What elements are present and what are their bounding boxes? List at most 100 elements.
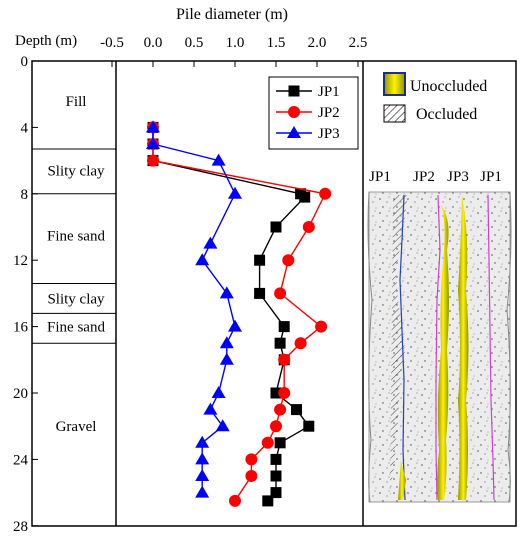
data-point-jp1 xyxy=(270,487,282,499)
jp1-occluded-zone xyxy=(390,195,408,500)
soil-left-edge xyxy=(367,191,373,503)
data-point-jp2 xyxy=(294,337,307,350)
data-point-jp2 xyxy=(282,254,295,267)
data-point-jp2 xyxy=(302,221,315,233)
data-point-jp1 xyxy=(278,321,290,333)
y-axis-label: Depth (m) xyxy=(15,33,77,49)
data-point-jp3 xyxy=(195,253,210,266)
data-point-jp3 xyxy=(146,137,160,149)
pile-label-jp1-left: JP1 xyxy=(369,169,391,185)
stratum-label: Slity clay xyxy=(47,291,105,307)
soil-right-edge xyxy=(506,191,512,503)
data-point-jp1 xyxy=(274,337,286,349)
data-point-jp3 xyxy=(211,386,226,398)
data-point-jp3 xyxy=(203,236,218,249)
series-jp2 xyxy=(147,121,332,507)
data-point-jp2 xyxy=(274,403,287,416)
x-tick-label: 2.0 xyxy=(308,35,327,51)
data-point-jp3 xyxy=(215,419,230,432)
y-tick-label: 12 xyxy=(13,253,28,269)
data-point-jp3 xyxy=(228,186,242,199)
data-point-jp1 xyxy=(262,495,274,507)
x-tick-label: 1.0 xyxy=(226,35,245,51)
data-point-jp2 xyxy=(315,320,328,333)
series-line-jp3 xyxy=(152,127,236,493)
legend-marker-jp2 xyxy=(288,106,300,118)
data-point-jp3 xyxy=(211,153,226,166)
occluded-label: Occluded xyxy=(416,106,477,123)
data-point-jp3 xyxy=(219,352,234,365)
jp2-boundary xyxy=(435,194,441,501)
data-point-jp3 xyxy=(203,402,218,415)
pile-illustration-panel: Unoccluded Occluded JP1 JP2 JP3 JP1 xyxy=(367,72,512,503)
data-point-jp1 xyxy=(291,404,302,416)
data-point-jp1 xyxy=(270,387,282,399)
unoccluded-swatch xyxy=(383,72,406,96)
data-point-jp1 xyxy=(254,254,266,266)
y-tick-label: 0 xyxy=(21,54,29,70)
data-point-jp1 xyxy=(303,420,315,432)
x-tick-label: 0.0 xyxy=(144,35,163,51)
data-point-jp3 xyxy=(195,485,210,498)
legend-label-jp3: JP3 xyxy=(318,126,340,142)
data-point-jp1 xyxy=(270,453,282,465)
stratum-label: Fine sand xyxy=(47,228,105,244)
data-point-jp2 xyxy=(245,453,258,466)
data-point-jp2 xyxy=(229,494,241,507)
jp1-right-boundary xyxy=(487,194,495,501)
chart-title: Pile diameter (m) xyxy=(176,6,288,23)
y-tick-label: 16 xyxy=(13,320,29,336)
legend-label-jp1: JP1 xyxy=(318,84,340,100)
data-point-jp2 xyxy=(270,420,282,433)
strata-column: Fill Slity clay Fine sand Slity clay Fine sa… xyxy=(32,94,116,435)
data-point-jp2 xyxy=(245,470,258,482)
unoccluded-label: Unoccluded xyxy=(410,78,487,95)
soil-section xyxy=(367,191,512,503)
pile-label-jp1-right: JP1 xyxy=(480,169,502,185)
jp1-unoccluded-tip xyxy=(398,460,406,500)
y-tick-label: 20 xyxy=(13,386,28,402)
data-point-jp3 xyxy=(195,452,210,465)
data-point-jp2 xyxy=(147,154,159,167)
data-point-jp1 xyxy=(254,287,266,299)
data-point-jp2 xyxy=(278,387,291,399)
x-tick-label: 2.5 xyxy=(349,35,368,51)
data-point-jp3 xyxy=(195,469,210,481)
data-point-jp2 xyxy=(278,353,291,366)
occluded-swatch xyxy=(383,104,406,123)
y-tick-label: 4 xyxy=(21,120,29,136)
data-point-jp2 xyxy=(274,287,287,300)
data-point-jp3 xyxy=(195,435,210,448)
jp2-unoccluded-column xyxy=(437,205,449,500)
stratum-label: Fine sand xyxy=(47,320,105,336)
data-series xyxy=(146,120,332,507)
series-legend: JP1 JP2 JP3 xyxy=(268,76,359,150)
data-point-jp2 xyxy=(261,436,274,449)
x-tick-label: -0.5 xyxy=(100,35,124,51)
data-point-jp3 xyxy=(228,319,242,332)
x-tick-label: 1.5 xyxy=(267,35,286,51)
data-point-jp3 xyxy=(219,336,234,349)
x-tick-label: 0.5 xyxy=(185,35,204,51)
legend-marker-jp3 xyxy=(287,126,301,138)
y-tick-label: 28 xyxy=(13,519,28,535)
data-point-jp1 xyxy=(299,191,311,203)
pile-label-jp3: JP3 xyxy=(447,169,469,185)
legend-label-jp2: JP2 xyxy=(318,105,340,121)
data-point-jp1 xyxy=(270,221,282,233)
axes: -0.5 0.0 0.5 1.0 1.5 2.0 2.5 0 4 8 12 16 20 24 28 xyxy=(13,35,367,535)
series-jp3 xyxy=(146,120,242,498)
pile-label-jp2: JP2 xyxy=(413,169,435,185)
outer-frame xyxy=(31,60,517,527)
legend-marker-jp1 xyxy=(288,85,300,97)
data-point-jp2 xyxy=(319,187,332,200)
stratum-label: Fill xyxy=(66,94,87,110)
series-line-jp2 xyxy=(152,127,327,502)
stratum-label: Gravel xyxy=(56,419,97,435)
stratum-label: Slity clay xyxy=(47,164,105,180)
data-point-jp3 xyxy=(146,120,160,133)
jp1-boundary xyxy=(399,194,406,501)
data-point-jp1 xyxy=(274,437,286,449)
y-tick-label: 8 xyxy=(21,187,29,203)
